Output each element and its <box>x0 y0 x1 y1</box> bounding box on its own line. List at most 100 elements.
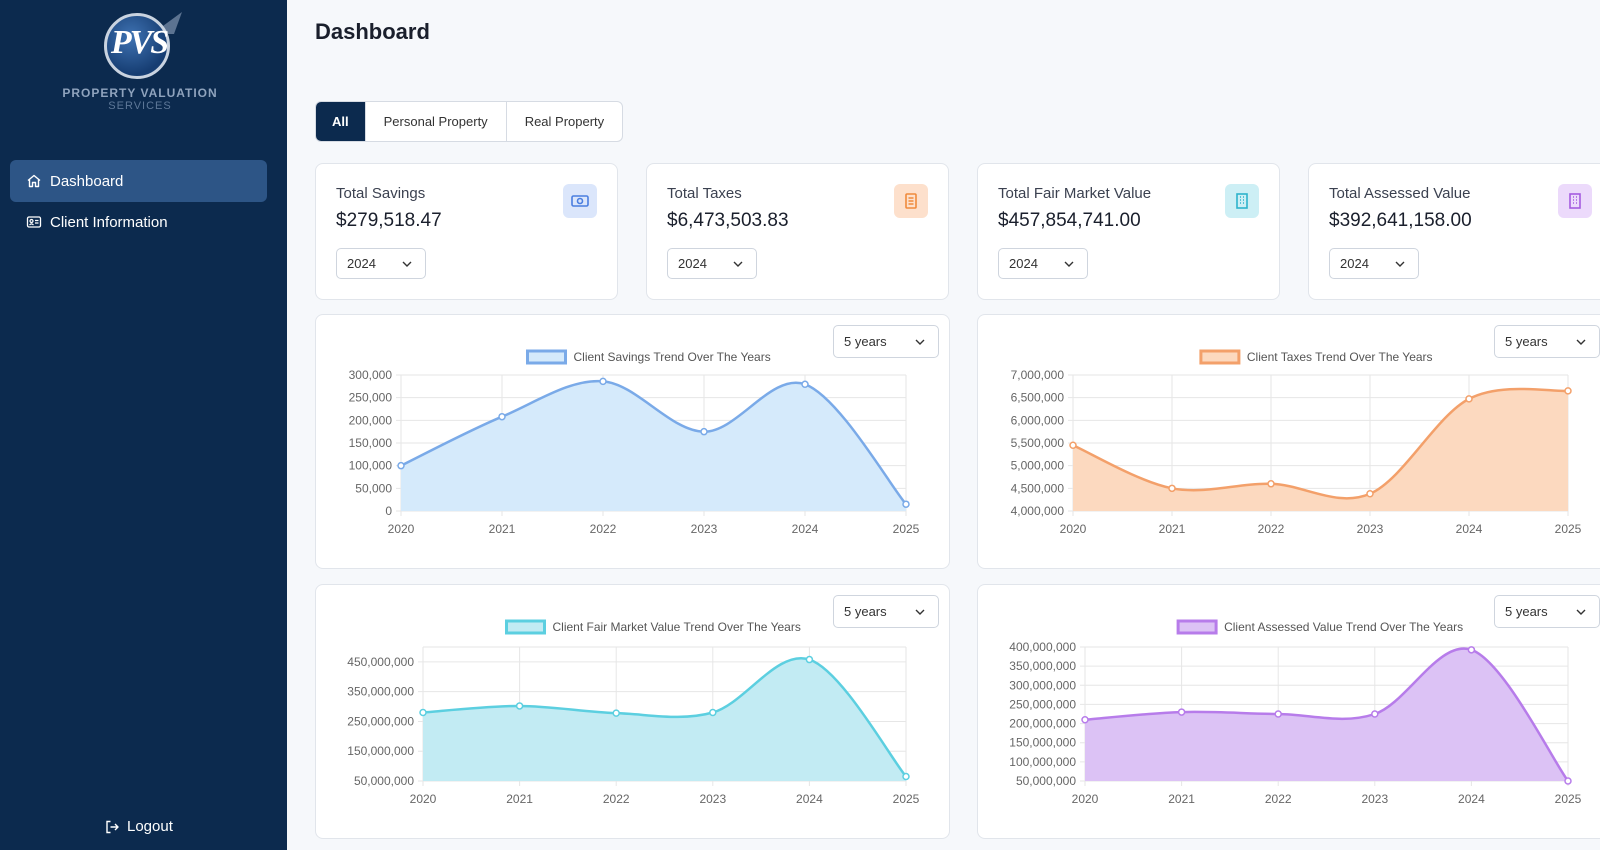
x-tick-label: 2025 <box>1555 522 1582 536</box>
stat-value: $6,473,503.83 <box>667 210 789 231</box>
data-point[interactable] <box>902 772 910 781</box>
data-point[interactable] <box>1168 484 1176 493</box>
x-tick-label: 2021 <box>489 522 516 536</box>
company-logo[interactable]: PVS PROPERTY VALUATION SERVICES <box>60 10 230 115</box>
data-point[interactable] <box>1371 710 1379 718</box>
legend-swatch[interactable] <box>1176 619 1218 635</box>
year-select[interactable]: 2024 <box>998 248 1088 279</box>
data-point[interactable] <box>902 500 910 508</box>
data-point[interactable] <box>612 709 620 717</box>
data-point[interactable] <box>805 655 814 664</box>
x-tick-label: 2025 <box>1555 792 1582 806</box>
x-tick-label: 2022 <box>1258 522 1285 536</box>
range-select[interactable]: 5 years <box>833 595 939 628</box>
data-point[interactable] <box>419 708 427 717</box>
legend-label[interactable]: Client Savings Trend Over The Years <box>574 350 771 364</box>
logout-button[interactable]: Logout <box>104 818 173 835</box>
main-content: Dashboard All Personal Property Real Pro… <box>287 0 1600 850</box>
chevron-down-icon <box>733 261 743 267</box>
y-tick-label: 300,000,000 <box>1009 678 1076 692</box>
data-point[interactable] <box>1274 710 1282 718</box>
x-tick-label: 2024 <box>792 522 819 536</box>
year-select[interactable]: 2024 <box>1329 248 1419 279</box>
x-tick-label: 2023 <box>699 792 726 806</box>
data-point[interactable] <box>515 702 524 710</box>
data-point[interactable] <box>1177 708 1186 716</box>
x-tick-label: 2021 <box>506 792 533 806</box>
logo-monogram: PVS <box>110 24 169 61</box>
data-point[interactable] <box>1564 777 1572 785</box>
stat-label: Total Assessed Value <box>1329 185 1471 202</box>
sidebar-item-label: Dashboard <box>50 172 124 190</box>
x-tick-label: 2022 <box>603 792 630 806</box>
x-tick-label: 2020 <box>388 522 415 536</box>
data-point[interactable] <box>1467 646 1476 654</box>
fair-market-value-trend-chart: Client Fair Market Value Trend Over The … <box>347 619 920 806</box>
logo-text-line1: PROPERTY VALUATION <box>62 86 218 100</box>
y-tick-label: 250,000,000 <box>1009 697 1076 711</box>
y-tick-label: 50,000 <box>355 481 392 495</box>
stat-label: Total Savings <box>336 185 426 202</box>
x-tick-label: 2021 <box>1159 522 1186 536</box>
stat-label: Total Taxes <box>667 185 742 202</box>
sidebar-item-label: Client Information <box>50 213 168 231</box>
sidebar-item-dashboard[interactable]: Dashboard <box>10 160 267 202</box>
y-tick-label: 50,000,000 <box>354 774 414 788</box>
data-point[interactable] <box>1069 441 1077 450</box>
range-select[interactable]: 5 years <box>1494 325 1600 358</box>
legend-swatch[interactable] <box>526 349 567 365</box>
y-tick-label: 250,000,000 <box>347 714 414 728</box>
y-tick-label: 7,000,000 <box>1011 368 1065 382</box>
range-select[interactable]: 5 years <box>833 325 939 358</box>
data-point[interactable] <box>1081 715 1089 724</box>
series-line <box>400 380 907 506</box>
x-tick-label: 2021 <box>1168 792 1195 806</box>
home-icon <box>27 174 41 188</box>
legend-swatch[interactable] <box>505 619 546 635</box>
x-tick-label: 2025 <box>893 522 920 536</box>
data-point[interactable] <box>1267 480 1275 488</box>
tab-real-property[interactable]: Real Property <box>505 102 622 141</box>
legend-swatch[interactable] <box>1199 349 1241 365</box>
tab-all[interactable]: All <box>316 102 365 141</box>
sidebar-item-client-information[interactable]: Client Information <box>10 201 267 243</box>
data-point[interactable] <box>1366 490 1374 498</box>
data-point[interactable] <box>700 427 708 436</box>
range-select[interactable]: 5 years <box>1494 595 1600 628</box>
y-tick-label: 150,000 <box>349 436 393 450</box>
y-tick-label: 100,000,000 <box>1009 755 1076 769</box>
chevron-down-icon <box>1576 339 1586 345</box>
tab-personal-property[interactable]: Personal Property <box>364 102 506 141</box>
y-tick-label: 450,000,000 <box>347 655 414 669</box>
stat-card-total-savings: Total Savings $279,518.47 2024 <box>315 163 618 300</box>
y-tick-label: 350,000,000 <box>347 685 414 699</box>
y-tick-label: 4,500,000 <box>1011 481 1065 495</box>
legend-label[interactable]: Client Assessed Value Trend Over The Yea… <box>1224 620 1463 634</box>
legend-label[interactable]: Client Taxes Trend Over The Years <box>1247 350 1433 364</box>
data-point[interactable] <box>1564 387 1572 395</box>
logo-text-line2: SERVICES <box>108 100 172 112</box>
y-tick-label: 250,000 <box>349 391 393 405</box>
year-select[interactable]: 2024 <box>667 248 757 279</box>
data-point[interactable] <box>397 461 405 470</box>
y-tick-label: 200,000,000 <box>1009 717 1076 731</box>
data-point[interactable] <box>498 412 506 421</box>
year-select[interactable]: 2024 <box>336 248 426 279</box>
chevron-down-icon <box>1395 261 1405 267</box>
data-point[interactable] <box>801 380 809 389</box>
page-title: Dashboard <box>315 19 430 44</box>
data-point[interactable] <box>599 377 607 386</box>
y-tick-label: 6,500,000 <box>1011 391 1065 405</box>
series-line <box>1072 387 1569 500</box>
y-tick-label: 150,000,000 <box>1009 736 1076 750</box>
data-point[interactable] <box>709 708 717 717</box>
legend-label[interactable]: Client Fair Market Value Trend Over The … <box>553 620 801 634</box>
x-tick-label: 2020 <box>1072 792 1099 806</box>
x-tick-label: 2020 <box>410 792 437 806</box>
id-card-icon <box>26 216 42 228</box>
x-tick-label: 2022 <box>1265 792 1292 806</box>
sidebar: PVS PROPERTY VALUATION SERVICES Dashboar… <box>0 0 287 850</box>
y-tick-label: 4,000,000 <box>1011 504 1065 518</box>
data-point[interactable] <box>1465 395 1473 403</box>
property-type-tabs: All Personal Property Real Property <box>315 101 624 142</box>
